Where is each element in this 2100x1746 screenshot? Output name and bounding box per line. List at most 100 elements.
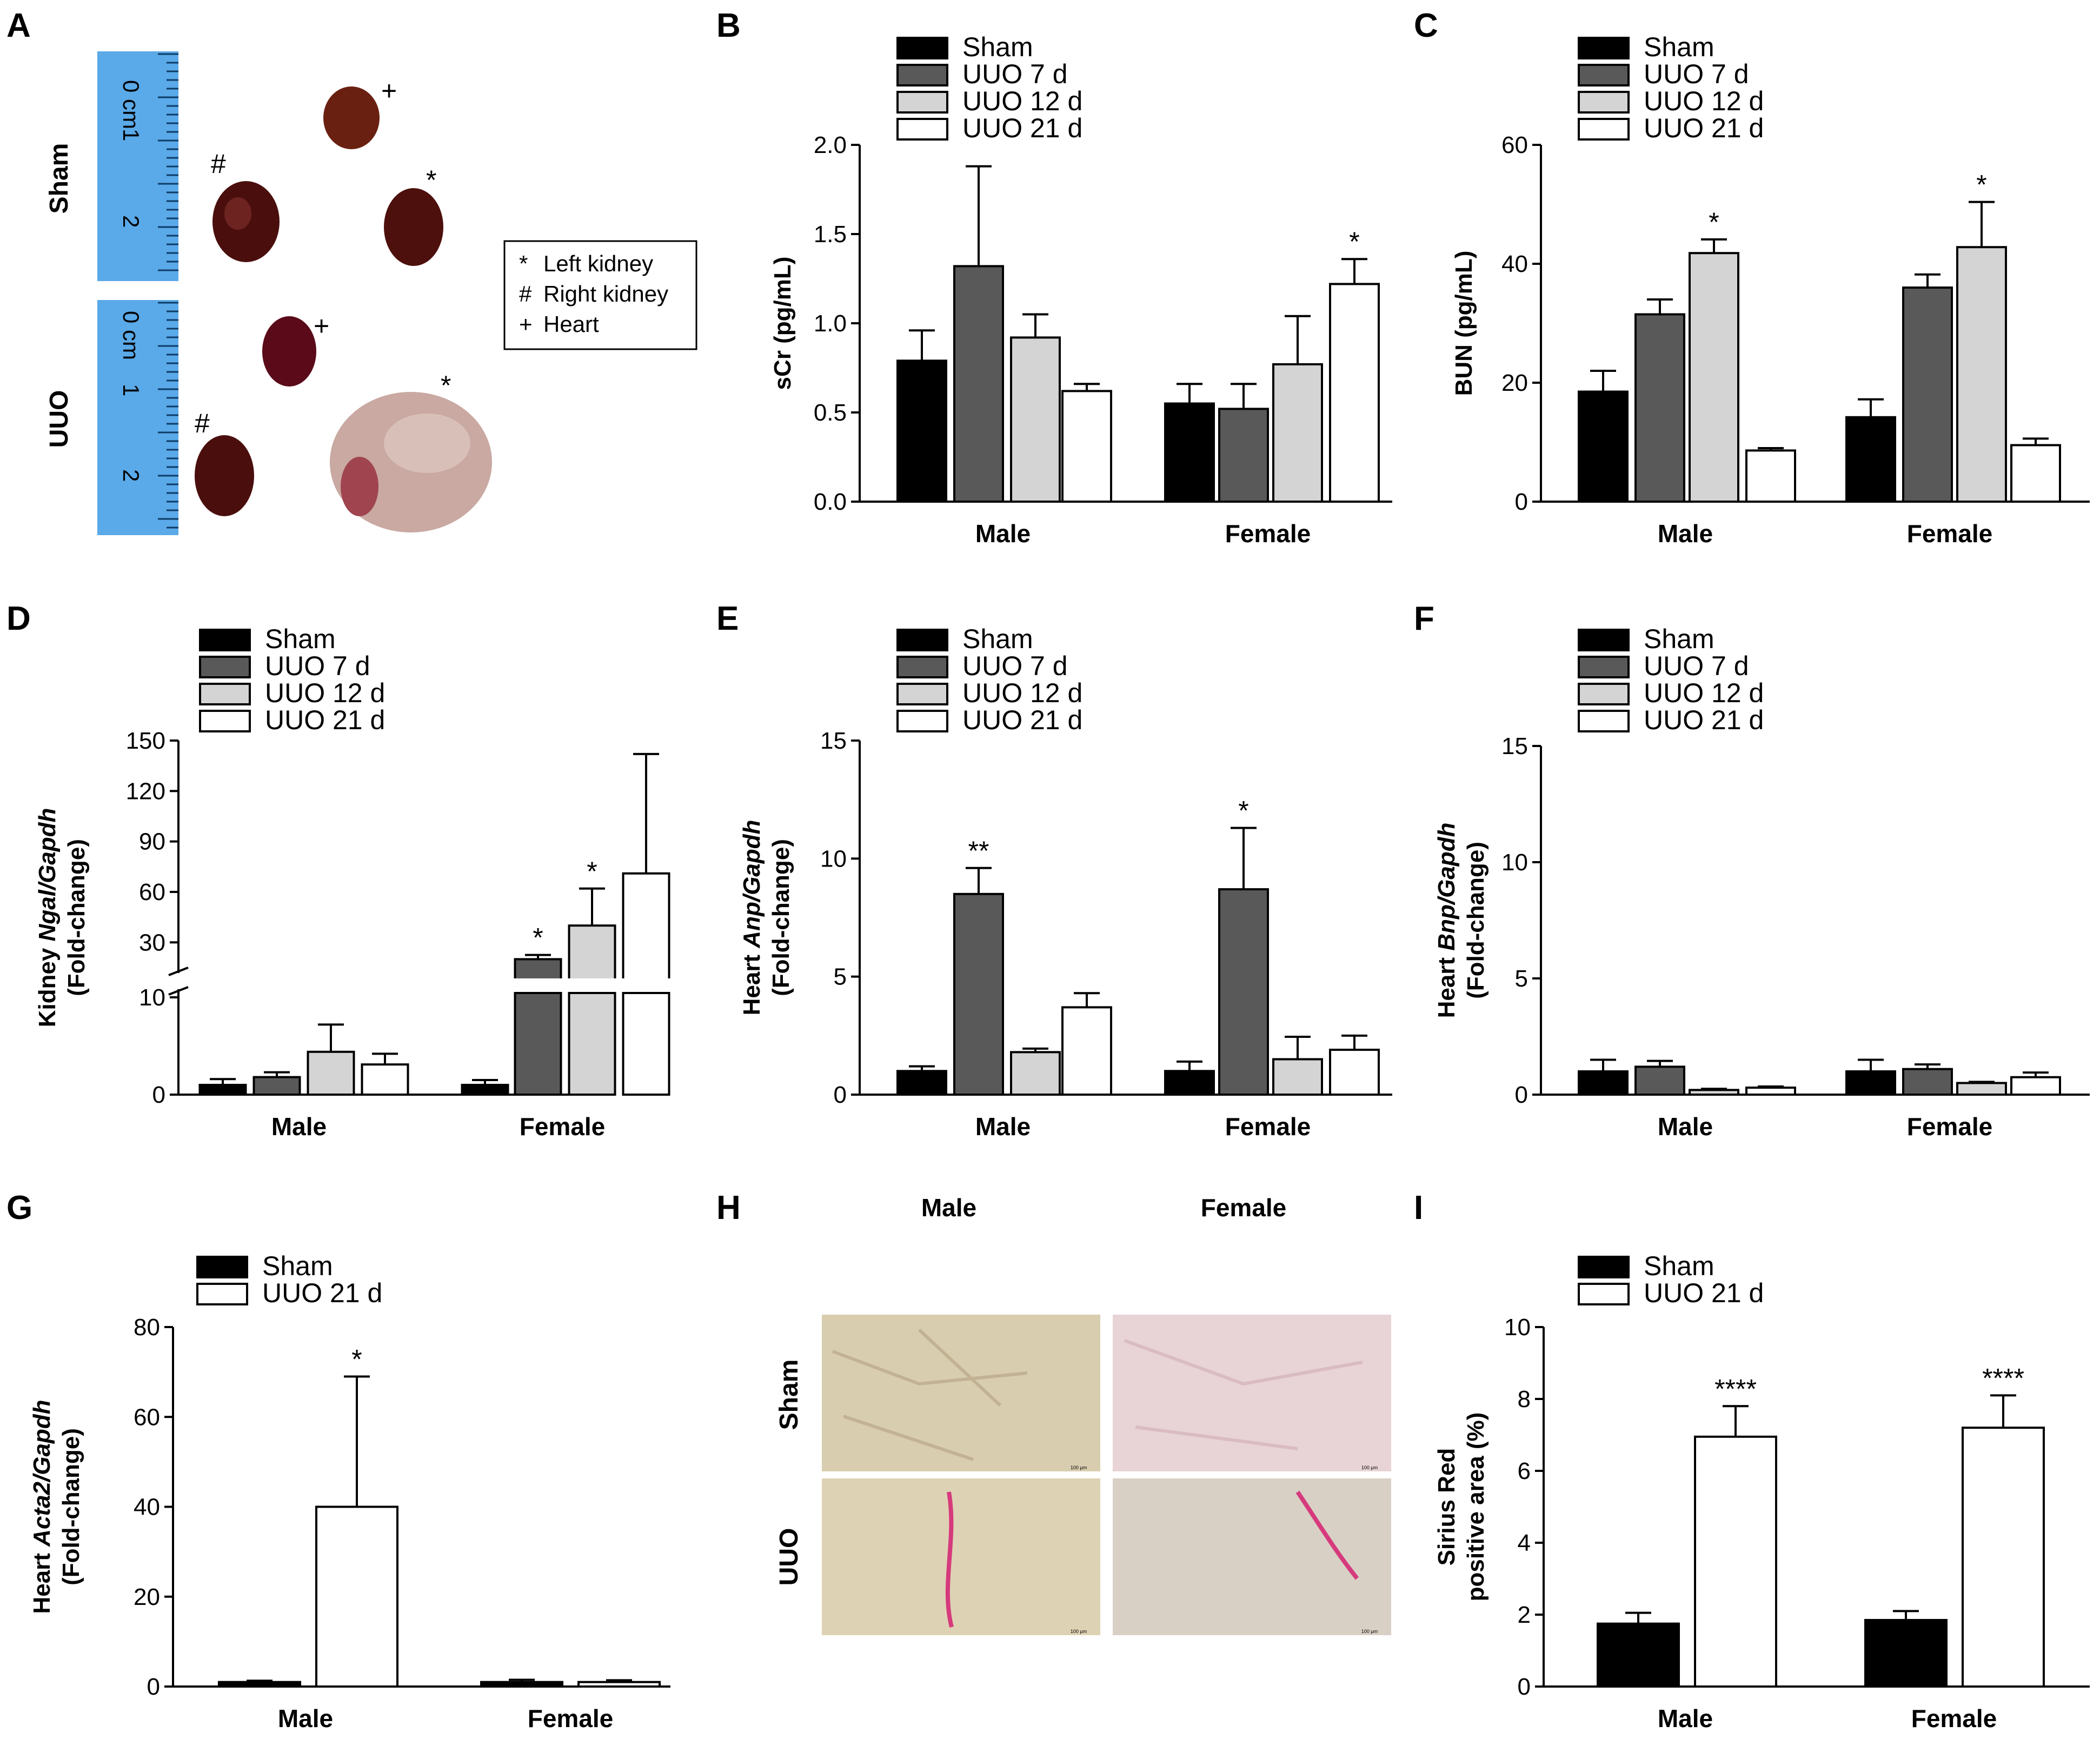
legend-label: Sham [1644,32,1714,62]
legend-label: UUO 7 d [962,59,1068,89]
x-category-label: Male [975,1112,1031,1141]
x-category-label: Female [1225,519,1311,548]
legend-swatch [1578,683,1630,705]
bar [1010,1051,1061,1096]
y-tick-label: 40 [134,1494,160,1521]
bar [315,1505,398,1688]
bar [953,265,1004,503]
legend-swatch [896,64,948,86]
y-axis-label-line2: (Fold-change) [58,1428,84,1585]
significance-mark: * [587,856,597,887]
bar [218,1681,301,1688]
y-tick-label: 0.5 [814,399,847,426]
significance-mark: * [533,923,543,953]
y-axis-label-line2: positive area (%) [1463,1412,1489,1602]
bar [1956,1082,2007,1096]
y-tick-label: 10 [1501,849,1528,876]
collagen-stain [1295,1490,1359,1580]
charts-layer: B 0.0 0.5 1.0 1.5 2.0 sCr (pg/mL) Male Female Sha… [6,7,2090,1732]
legend-swatch [1578,37,1630,59]
ruler-body [97,51,178,281]
sham-left-kidney-image [384,188,443,266]
y-tick-label: 150 [126,728,165,754]
chart-g: G 0 20 40 60 80 Heart Acta2/Gapdh (Fold-change)… [6,1189,670,1732]
bar [1745,449,1796,503]
significance-mark: * [1238,796,1248,826]
legend-swatch [199,683,251,705]
y-axis-label-part: Heart [1433,951,1460,1018]
bar [1010,336,1061,503]
y-tick-label: 0 [147,1674,160,1700]
histology-male-sham [822,1315,1100,1471]
panel-label-g: G [6,1189,32,1227]
panel-label-b: B [716,7,741,44]
legend-label: UUO 21 d [262,1278,382,1308]
bar [1329,1049,1380,1096]
y-tick-label: 1.5 [814,221,847,248]
bar [1164,402,1215,503]
y-tick-label: 60 [1501,132,1528,158]
y-tick-label: 10 [1504,1314,1531,1341]
significance-mark: ** [968,836,989,866]
y-axis-label: sCr (pg/mL) [769,257,796,390]
legend-swatch [1578,64,1630,86]
y-axis-label-part: Anp/Gapdh [739,820,765,949]
tissue-texture [1124,1339,1363,1450]
legend-swatch [199,656,251,678]
y-axis-label-part: Acta2/Gapdh [29,1400,55,1547]
kidney-highlight [224,197,251,230]
legend-label: Sham [265,624,336,654]
y-tick-label: 20 [134,1584,160,1610]
legend-swatch [199,710,251,732]
organ-key-box [503,240,697,350]
ruler-number-2: 2 [118,215,144,228]
bar [1578,390,1629,503]
y-tick-label: 1.0 [814,310,847,337]
y-tick-label: 0 [1518,1674,1531,1700]
y-tick-label: 15 [820,728,847,754]
legend-label: UUO 7 d [1644,651,1749,681]
organ-key-text-2: Right kidney [543,281,668,306]
bar [1634,1065,1685,1096]
y-axis-label: Heart Acta2/Gapdh [29,1400,55,1614]
bar [1634,313,1685,503]
ruler-number-0: 0 cm [118,80,144,129]
x-category-label: Male [975,519,1031,548]
bar [1845,416,1896,503]
y-axis-label: Kidney Ngal/Gapdh [34,808,61,1028]
scale-bar-label: 100 μm [1361,1465,1378,1470]
bar [896,359,947,503]
x-category-label: Female [1907,1112,1993,1141]
ruler-number-1: 1 [118,384,144,396]
ruler-number-1: 1 [118,129,144,141]
scale-bar-label: 100 μm [1361,1629,1378,1634]
panel-label-d: D [6,600,31,637]
chart-f: F 0 5 10 15 Heart Bnp/Gapdh (Fold-change) Male F… [1414,600,2090,1141]
significance-mark: * [1709,207,1719,237]
y-tick-label: 4 [1518,1530,1531,1556]
x-category-label: Female [528,1704,614,1732]
panel-h-col-female: Female [1201,1194,1287,1222]
sham-left-kidney-mark: * [426,165,436,195]
bar [1689,252,1739,503]
bar [480,1681,563,1688]
bar [252,1076,301,1096]
y-axis-label: Sirius Red [1433,1448,1460,1566]
ruler-body [97,300,178,535]
panel-a-row-uuo: UUO [45,390,74,448]
hydronephrosis-highlight [384,414,470,473]
legend-label: Sham [262,1251,333,1281]
bar [953,892,1004,1096]
x-category-label: Male [278,1704,333,1732]
organ-key: * Left kidney # Right kidney + Heart [503,240,697,350]
y-tick-label: 0 [1515,489,1528,515]
panel-label-i: I [1414,1189,1423,1227]
y-tick-label: 20 [1501,370,1528,396]
significance-mark: * [1349,226,1359,257]
panel-label-c: C [1414,7,1438,44]
axis-break-gap [621,978,672,993]
y-tick-label: 8 [1518,1386,1531,1412]
scale-bar-label: 100 μm [1071,1629,1087,1634]
significance-mark: **** [1714,1374,1757,1404]
